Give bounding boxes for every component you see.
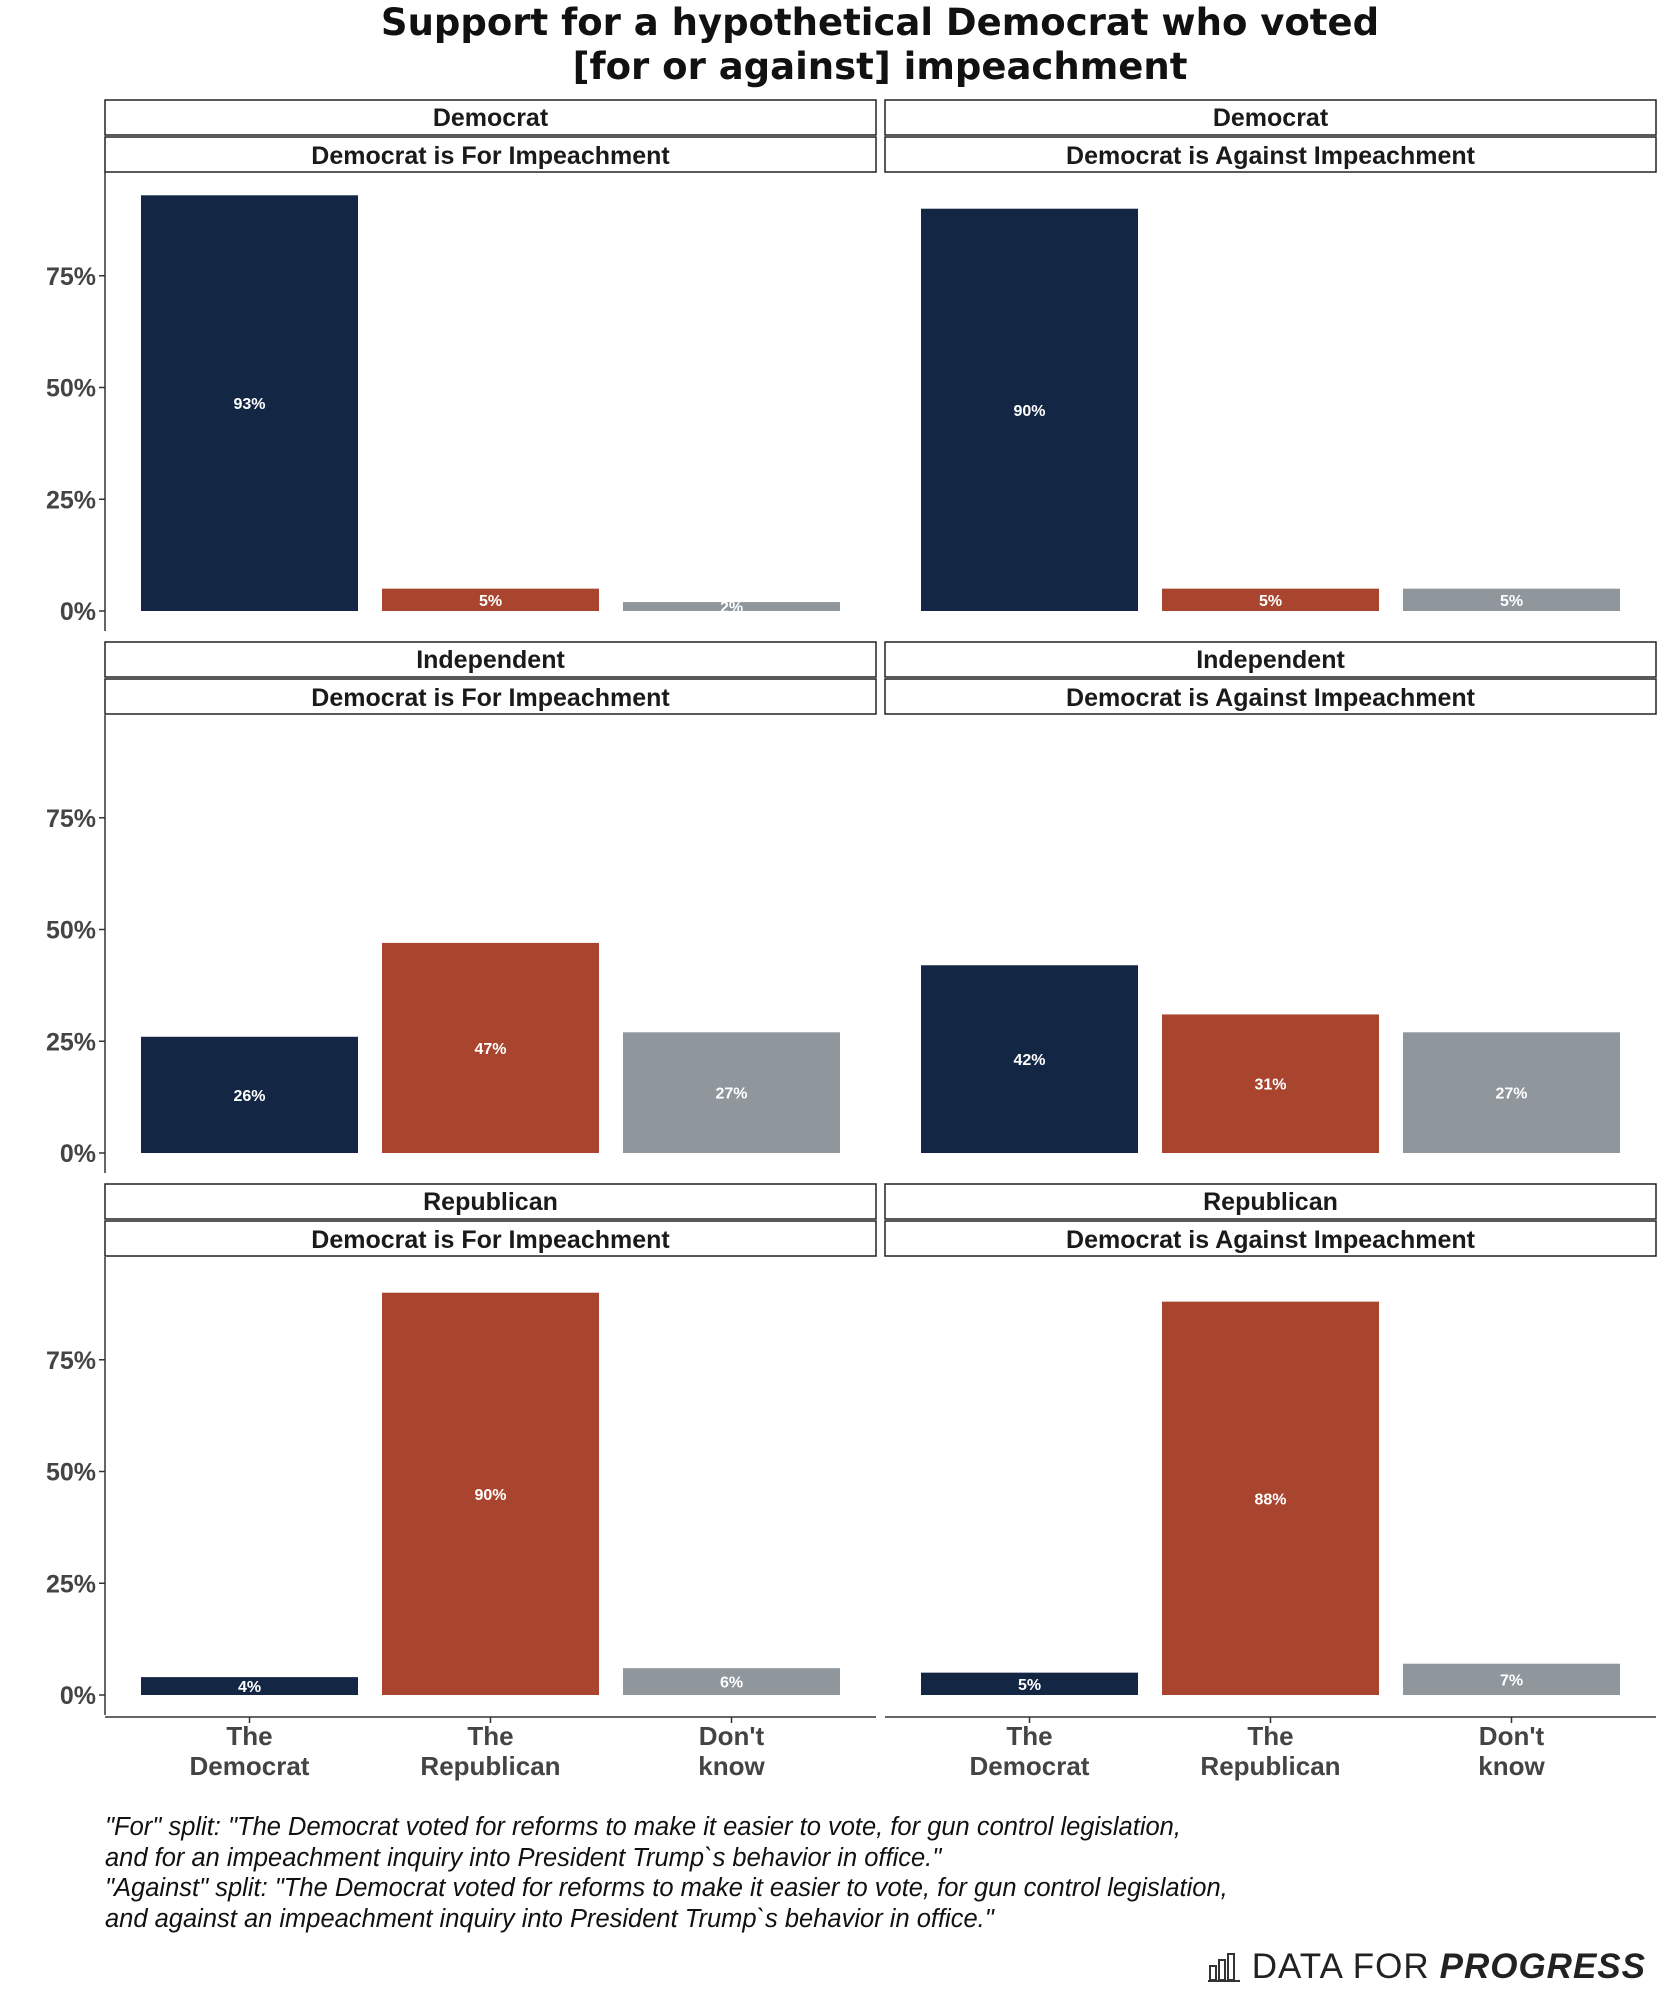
facet-label-split: Democrat is Against Impeachment <box>1066 684 1476 712</box>
facet-label-party: Democrat <box>1213 104 1329 132</box>
facet-strip-party <box>884 1183 1657 1220</box>
data-label: 6% <box>720 1675 743 1692</box>
data-label: 27% <box>1495 1086 1527 1103</box>
data-label: 26% <box>233 1088 265 1105</box>
data-label: 88% <box>1254 1491 1286 1508</box>
facet-strip-split <box>884 678 1657 715</box>
facet-label-split: Democrat is For Impeachment <box>311 684 670 712</box>
facet-label-split: Democrat is Against Impeachment <box>1066 142 1476 170</box>
x-tick-label: Republican <box>420 1751 560 1781</box>
data-label: 31% <box>1254 1077 1286 1094</box>
brand-logo: DATA FOR PROGRESS <box>1207 1945 1646 1989</box>
y-tick-label: 25% <box>46 1570 96 1598</box>
bar <box>141 1677 358 1695</box>
bar <box>1162 1301 1379 1695</box>
data-label: 5% <box>1259 593 1282 610</box>
facet-label-split: Democrat is For Impeachment <box>311 1226 670 1254</box>
facet-label-party: Independent <box>416 646 565 674</box>
bar-chart-icon <box>1207 1953 1240 1982</box>
bar <box>382 588 599 611</box>
facet-label-party: Republican <box>423 1188 558 1216</box>
bar <box>382 942 599 1153</box>
data-label: 5% <box>1500 593 1523 610</box>
footer-note-line: and against an impeachment inquiry into … <box>105 1904 994 1933</box>
facet-strip-split <box>104 1220 877 1257</box>
y-tick-label: 75% <box>46 263 96 291</box>
facet-strip-split <box>884 1220 1657 1257</box>
y-tick-label: 0% <box>60 1140 96 1168</box>
x-tick-label: The <box>1247 1721 1293 1751</box>
facet-strip-party <box>104 1183 877 1220</box>
y-tick-label: 50% <box>46 1459 96 1487</box>
facet-strip-split <box>104 678 877 715</box>
brand-text-bold: PROGRESS <box>1439 1947 1646 1986</box>
data-label: 2% <box>720 600 743 617</box>
footer-note-line: "For" split: "The Democrat voted for ref… <box>105 1813 1181 1841</box>
bar <box>921 208 1138 611</box>
data-label: 5% <box>479 593 502 610</box>
facet-label-split: Democrat is For Impeachment <box>311 142 670 170</box>
facet-label-party: Independent <box>1196 646 1345 674</box>
bar <box>623 1032 840 1153</box>
y-tick-label: 50% <box>46 917 96 945</box>
y-tick-label: 25% <box>46 1028 96 1056</box>
bar <box>623 1668 840 1695</box>
x-tick-label: The <box>226 1721 272 1751</box>
bar <box>141 195 358 612</box>
x-tick-label: Democrat <box>190 1751 310 1781</box>
facet-strip-party <box>884 641 1657 678</box>
facet-label-party: Republican <box>1203 1188 1338 1216</box>
y-tick-label: 75% <box>46 805 96 833</box>
data-label: 90% <box>1013 403 1045 420</box>
footer-note-line: and for an impeachment inquiry into Pres… <box>105 1843 942 1872</box>
data-label: 27% <box>715 1086 747 1103</box>
facet-label-split: Democrat is Against Impeachment <box>1066 1226 1476 1254</box>
x-tick-label: The <box>467 1721 513 1751</box>
bar <box>921 965 1138 1153</box>
chart-title: Support for a hypothetical Democrat who … <box>381 1 1379 44</box>
bar <box>1403 1663 1620 1695</box>
bar <box>382 1292 599 1695</box>
x-tick-label: know <box>698 1751 765 1781</box>
bar <box>1403 588 1620 611</box>
facet-strip-party <box>104 641 877 678</box>
facet-strip-split <box>884 136 1657 173</box>
x-tick-label: Republican <box>1200 1751 1340 1781</box>
bar <box>141 1036 358 1153</box>
data-label: 7% <box>1500 1672 1523 1689</box>
x-tick-label: Don't <box>1479 1721 1545 1751</box>
chart-title: [for or against] impeachment <box>573 45 1188 88</box>
x-tick-label: know <box>1478 1751 1545 1781</box>
y-tick-label: 50% <box>46 375 96 403</box>
bar <box>921 1672 1138 1695</box>
y-tick-label: 0% <box>60 598 96 626</box>
data-label: 90% <box>474 1487 506 1504</box>
bar <box>1162 1014 1379 1153</box>
facet-strip-party <box>104 99 877 136</box>
facet-strip-split <box>104 136 877 173</box>
y-tick-label: 25% <box>46 486 96 514</box>
data-label: 93% <box>233 396 265 413</box>
footer-note-line: "Against" split: "The Democrat voted for… <box>105 1874 1228 1902</box>
facet-label-party: Democrat <box>433 104 549 132</box>
footer-notes: "For" split: "The Democrat voted for ref… <box>105 1812 1555 1934</box>
brand-text-regular: DATA FOR <box>1251 1947 1430 1986</box>
bar <box>623 602 840 611</box>
x-tick-label: The <box>1006 1721 1052 1751</box>
x-tick-label: Democrat <box>970 1751 1090 1781</box>
y-tick-label: 0% <box>60 1682 96 1710</box>
bar <box>1403 1032 1620 1153</box>
data-label: 42% <box>1013 1052 1045 1069</box>
bar <box>1162 588 1379 611</box>
x-tick-label: Don't <box>699 1721 765 1751</box>
y-tick-label: 75% <box>46 1347 96 1375</box>
data-label: 5% <box>1018 1677 1041 1694</box>
data-label: 4% <box>238 1679 261 1696</box>
data-label: 47% <box>474 1041 506 1058</box>
facet-strip-party <box>884 99 1657 136</box>
